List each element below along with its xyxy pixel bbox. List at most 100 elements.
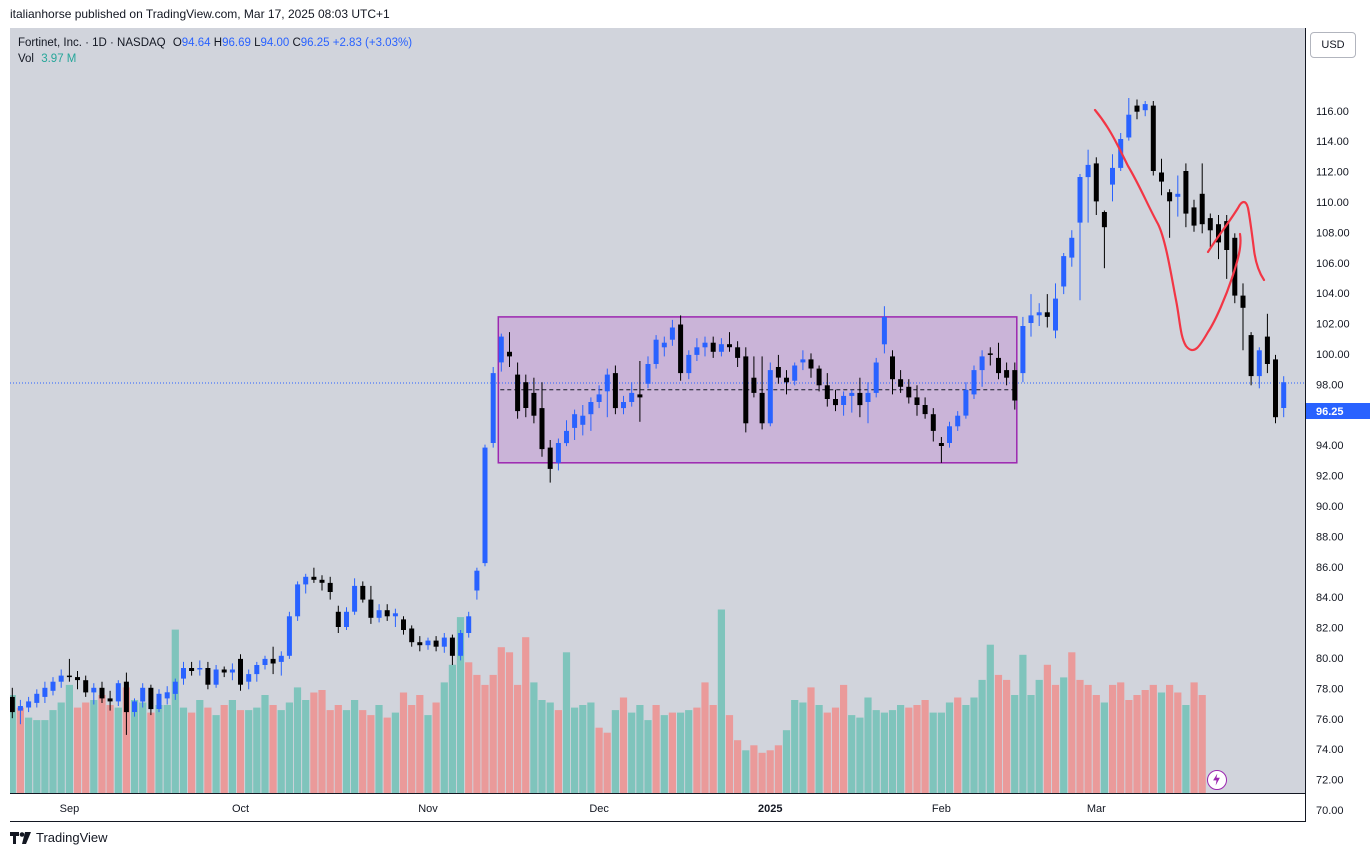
- candle: [181, 661, 186, 685]
- candle-body: [629, 392, 635, 402]
- candle-body: [1183, 171, 1189, 214]
- volume-bar: [1182, 705, 1190, 793]
- candle-body: [816, 368, 822, 386]
- volume-bar: [668, 712, 676, 793]
- candle: [26, 696, 32, 713]
- candle: [686, 350, 692, 380]
- candle-body: [710, 342, 716, 352]
- candle-body: [270, 658, 276, 664]
- candle-body: [123, 681, 129, 713]
- candle: [466, 611, 472, 638]
- currency-button[interactable]: USD: [1310, 32, 1356, 58]
- candle: [1028, 294, 1034, 337]
- candle-body: [246, 674, 252, 682]
- volume-bar: [408, 705, 416, 793]
- volume-bar: [228, 700, 236, 793]
- candle: [1159, 158, 1164, 196]
- volume-bar: [302, 700, 310, 793]
- candle: [833, 389, 838, 412]
- candle: [694, 338, 700, 361]
- candle-body: [914, 397, 920, 405]
- candle: [955, 411, 961, 431]
- volume-bar: [514, 684, 522, 793]
- candle-body: [604, 374, 610, 392]
- candle: [1199, 163, 1205, 234]
- price-tick-label: 72.00: [1316, 775, 1344, 787]
- volume-bar: [1141, 690, 1149, 793]
- candle-body: [873, 362, 879, 393]
- candle-body: [580, 415, 586, 425]
- candle-body: [881, 316, 887, 345]
- volume-bar: [1117, 682, 1125, 793]
- annotation-rebound-arrow: [1206, 200, 1266, 282]
- volume-bar: [155, 705, 163, 793]
- candle-body: [637, 394, 643, 398]
- candle-body: [702, 342, 708, 348]
- candle-body: [1028, 315, 1034, 323]
- candle: [727, 332, 732, 352]
- volume-bar: [106, 705, 114, 793]
- candle: [172, 678, 178, 700]
- candle-body: [588, 402, 594, 415]
- candle: [270, 646, 276, 675]
- candle: [1085, 149, 1091, 223]
- candle: [515, 362, 521, 419]
- candle-body: [286, 616, 292, 656]
- candle: [75, 671, 80, 690]
- candle-body: [229, 669, 235, 673]
- candle: [669, 319, 675, 346]
- price-tick-label: 116.00: [1316, 106, 1349, 118]
- legend-change: +2.83 (+3.03%): [332, 37, 413, 49]
- candle-body: [759, 392, 765, 424]
- price-tick-label: 98.00: [1316, 379, 1344, 391]
- candle-body: [360, 585, 366, 600]
- tradingview-logo-icon: [10, 831, 31, 844]
- candle-body: [523, 382, 529, 408]
- chart-pane[interactable]: [10, 28, 1305, 793]
- candle: [303, 573, 309, 594]
- candle-body: [947, 426, 952, 443]
- candle-body: [727, 344, 732, 348]
- candle: [792, 362, 798, 386]
- price-tick-label: 74.00: [1316, 744, 1344, 756]
- volume-bar: [1133, 695, 1141, 793]
- time-tick-label: Sep: [60, 803, 80, 815]
- candle-body: [132, 701, 137, 712]
- time-axis[interactable]: Sep Oct Nov Dec 2025 Feb Mar: [10, 793, 1305, 822]
- price-chart[interactable]: [10, 28, 1305, 793]
- candle: [881, 306, 887, 354]
- candle-body: [66, 675, 72, 678]
- candle-body: [751, 377, 757, 393]
- volume-bar: [701, 682, 709, 793]
- legend-close: 96.25: [300, 37, 330, 49]
- legend-symbol[interactable]: Fortinet, Inc. · 1D · NASDAQ: [18, 37, 166, 49]
- candle: [555, 438, 561, 471]
- volume-bar: [677, 712, 685, 793]
- volume-bar: [766, 750, 774, 793]
- volume-bar: [1149, 684, 1157, 793]
- volume-bar: [448, 664, 456, 793]
- legend-vol-label[interactable]: Vol: [18, 53, 34, 65]
- candle-body: [1167, 192, 1173, 202]
- volume-bar: [489, 674, 497, 793]
- price-axis[interactable]: 70.00 72.00 74.00 76.00 78.00 80.00 82.00 84.00…: [1305, 28, 1371, 822]
- candle: [50, 677, 56, 696]
- volume-bar: [424, 715, 432, 793]
- candle-body: [979, 356, 985, 371]
- legend-h-label: H: [213, 37, 223, 49]
- candle-body: [767, 370, 773, 424]
- candle: [580, 405, 586, 436]
- candle-body: [800, 359, 806, 363]
- candle-body: [1036, 312, 1042, 316]
- candle: [1167, 189, 1173, 238]
- candle-body: [1004, 370, 1010, 378]
- candle-body: [1101, 212, 1107, 228]
- candle: [841, 391, 847, 416]
- candle-body: [368, 599, 374, 618]
- candle: [1264, 313, 1270, 374]
- candle: [115, 680, 121, 706]
- volume-bar: [383, 717, 391, 793]
- candle-body: [189, 668, 195, 671]
- lightning-icon[interactable]: [1207, 770, 1227, 790]
- volume-bar: [685, 710, 693, 793]
